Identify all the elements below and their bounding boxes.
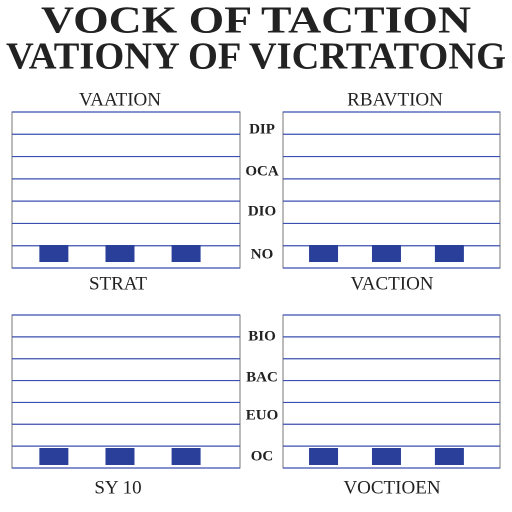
blue-square	[309, 245, 339, 262]
panel-label: VACTION	[350, 273, 433, 294]
blue-square	[371, 245, 401, 262]
blue-square	[371, 448, 401, 465]
panel-heading: VAATION	[79, 89, 161, 110]
blue-square	[171, 245, 201, 262]
blue-square	[434, 448, 464, 465]
title-line: VATIONY OF VICRTATONG	[6, 36, 506, 78]
row-label: DIP	[249, 121, 275, 137]
blue-square	[171, 448, 201, 465]
row-label: NO	[251, 246, 274, 262]
blue-square	[434, 245, 464, 262]
panel-heading: RBAVTION	[347, 89, 443, 110]
row-label: OCA	[245, 163, 279, 179]
panel-label: SY 10	[94, 477, 141, 498]
row-label: DIO	[248, 203, 276, 219]
blue-square	[39, 448, 69, 465]
row-label: EUO	[246, 407, 279, 423]
blue-square	[105, 448, 135, 465]
row-label: BAC	[246, 369, 278, 385]
blue-square	[105, 245, 135, 262]
row-label: BIO	[248, 328, 276, 344]
row-label: OC	[251, 448, 274, 464]
panel-label: VOCTIOEN	[343, 477, 440, 498]
panel-label: STRAT	[89, 273, 147, 294]
blue-square	[39, 245, 69, 262]
title-line: VOCK OF TACTION	[41, 0, 471, 42]
blue-square	[309, 448, 339, 465]
